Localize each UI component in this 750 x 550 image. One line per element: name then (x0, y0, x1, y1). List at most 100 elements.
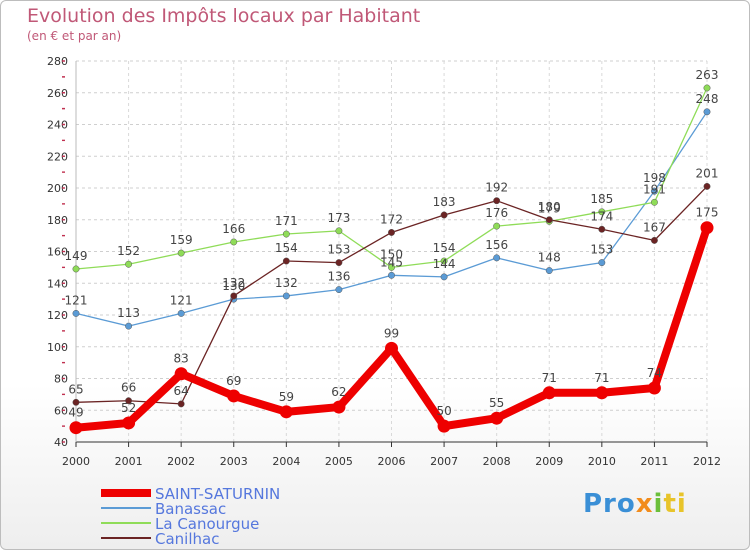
data-point (72, 309, 80, 317)
data-point (177, 400, 185, 408)
x-tick-label: 2000 (62, 455, 90, 468)
y-tick-label: 80 (54, 373, 68, 386)
data-point (703, 108, 711, 116)
data-point (72, 398, 80, 406)
data-point (72, 265, 80, 273)
data-point (545, 216, 553, 224)
data-point (647, 381, 661, 395)
data-point (703, 84, 711, 92)
data-point (388, 263, 395, 271)
data-point (230, 238, 238, 246)
data-label: 156 (485, 238, 508, 252)
data-label: 152 (117, 244, 140, 258)
x-tick-label: 2010 (588, 455, 616, 468)
x-tick-label: 2001 (115, 455, 143, 468)
data-label: 50 (436, 404, 451, 418)
y-tick-label: 280 (47, 55, 68, 68)
axes: 40 60 80 100 120 140 160 180 200 220 240 260 280 2000… (47, 55, 721, 468)
data-point (282, 257, 290, 265)
data-label: 74 (647, 366, 662, 380)
data-point (493, 222, 501, 230)
data-label: 172 (380, 212, 403, 226)
y-tick-label: 100 (47, 341, 68, 354)
data-label: 71 (594, 371, 609, 385)
data-point (493, 197, 501, 205)
data-point (125, 397, 133, 405)
data-label: 136 (327, 270, 350, 284)
data-label: 132 (222, 276, 245, 290)
data-label: 71 (542, 371, 557, 385)
data-label: 59 (279, 390, 294, 404)
data-point (700, 221, 714, 235)
y-tick-label: 160 (47, 246, 68, 259)
data-point (490, 411, 504, 425)
data-point (493, 254, 501, 262)
logo-part: x (635, 489, 654, 519)
data-point (125, 322, 133, 330)
logo-part: Pro (583, 489, 636, 519)
data-point (385, 341, 398, 355)
data-label: 263 (696, 68, 719, 82)
y-tick-label: 60 (54, 404, 68, 417)
data-point (598, 225, 606, 233)
data-label: 113 (117, 306, 140, 320)
data-label: 149 (65, 249, 88, 263)
data-point (279, 405, 293, 419)
data-point (335, 259, 343, 267)
data-point (177, 249, 185, 257)
data-point (335, 227, 343, 235)
data-label: 132 (275, 276, 298, 290)
data-point (437, 419, 451, 433)
y-tick-label: 240 (47, 119, 68, 132)
data-point (650, 187, 658, 195)
y-tick-label: 220 (47, 150, 68, 163)
x-tick-label: 2002 (167, 455, 195, 468)
data-label: 176 (485, 206, 508, 220)
data-point (332, 400, 346, 414)
data-point (542, 386, 556, 400)
data-label: 150 (380, 247, 403, 261)
data-label: 180 (538, 200, 561, 214)
x-tick-label: 2006 (378, 455, 406, 468)
data-point (598, 259, 606, 267)
data-label: 62 (331, 385, 346, 399)
legend-label: Canilhac (155, 530, 219, 548)
y-tick-label: 120 (47, 309, 68, 322)
data-label: 191 (643, 182, 666, 196)
legend-label: La Canourgue (155, 515, 259, 533)
data-point (388, 229, 395, 236)
data-label: 69 (226, 374, 241, 388)
y-tick-label: 260 (47, 87, 68, 100)
data-label: 148 (538, 251, 561, 265)
data-label: 144 (433, 257, 456, 271)
data-point (69, 421, 83, 435)
logo-part: i (653, 489, 664, 519)
data-point (388, 271, 395, 279)
data-label: 83 (174, 352, 189, 366)
data-point (282, 230, 290, 238)
y-tick-label: 140 (47, 277, 68, 290)
data-label: 171 (275, 214, 298, 228)
data-point (227, 389, 241, 403)
data-label: 159 (170, 233, 193, 247)
data-label: 52 (121, 401, 136, 415)
data-point (440, 211, 448, 219)
data-label: 64 (174, 384, 189, 398)
data-point (595, 386, 609, 400)
data-label: 99 (384, 326, 399, 340)
data-label: 66 (121, 381, 136, 395)
data-label: 49 (68, 406, 83, 420)
data-point (650, 198, 658, 206)
data-label: 174 (590, 209, 613, 223)
data-label: 55 (489, 396, 504, 410)
x-tick-label: 2008 (483, 455, 511, 468)
data-point (440, 273, 448, 281)
data-label: 179 (538, 201, 561, 215)
data-label: 175 (696, 206, 719, 220)
data-point (282, 292, 290, 300)
series-layer (69, 84, 714, 435)
proxiti-logo: Proxiti (583, 489, 687, 519)
